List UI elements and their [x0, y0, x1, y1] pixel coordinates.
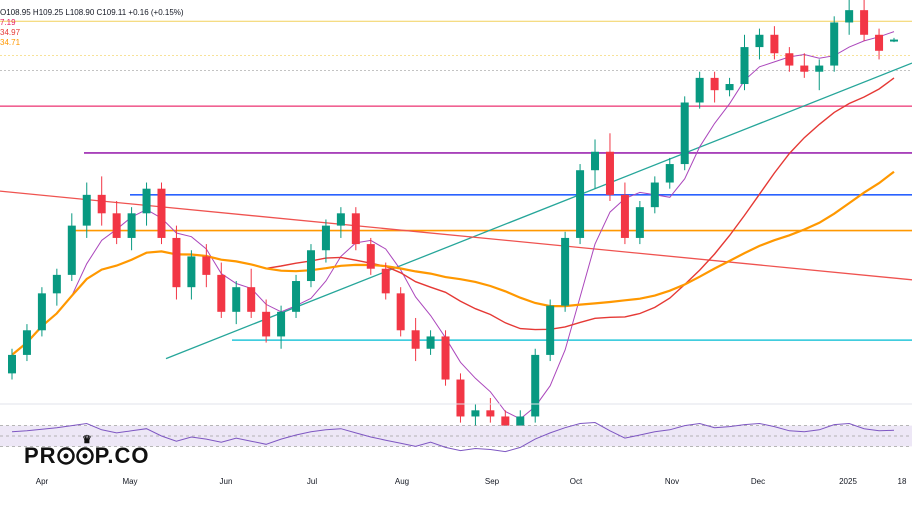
candle-body [127, 213, 136, 238]
candle-body [665, 164, 674, 183]
x-tick-label: Apr [36, 477, 49, 486]
candle-body [456, 379, 465, 417]
candle-body [830, 22, 839, 66]
candle-body [202, 256, 211, 275]
candle-body [142, 188, 151, 214]
watermark-logo: PR P.CO ♛ [24, 434, 150, 469]
candle-body [740, 47, 749, 85]
candle-body [755, 34, 764, 48]
candle-body [710, 77, 719, 91]
candle-body [875, 34, 884, 51]
candle-body [890, 39, 898, 42]
candle-body [860, 10, 869, 35]
candle-body [591, 151, 600, 171]
x-tick-label: Jul [307, 477, 317, 486]
ma-orange-line [11, 170, 895, 356]
x-tick-label: 2025 [839, 477, 857, 486]
ma-value-1: 7.19 [0, 18, 16, 27]
x-tick-label: May [122, 477, 137, 486]
candle-body [770, 34, 779, 54]
candle-body [695, 77, 704, 103]
trendline-falling [0, 190, 912, 281]
chart-legend: O108.95 H109.25 L108.90 C109.11 +0.16 (+… [0, 8, 184, 48]
x-tick-label: Dec [751, 477, 765, 486]
logo-text-right: P.CO [94, 443, 150, 468]
candle-body [680, 102, 689, 165]
candle-body [306, 250, 315, 282]
candle-body [531, 354, 540, 417]
x-tick-label: Jun [220, 477, 233, 486]
candle-body [8, 354, 16, 374]
x-tick-label: Oct [570, 477, 583, 486]
candle-body [351, 213, 360, 245]
candle-body [411, 330, 420, 349]
crown-icon: ♛ [82, 434, 93, 446]
candle-body [576, 170, 585, 238]
candle-body [262, 311, 271, 337]
candle-body [785, 53, 794, 66]
candle-body [546, 305, 555, 355]
candle-body [157, 188, 166, 238]
x-tick-label: Aug [395, 477, 409, 486]
candle-body [561, 237, 570, 306]
candle-body [441, 336, 450, 380]
candle-body [67, 225, 76, 275]
candle-body [321, 225, 330, 251]
candle-body [366, 244, 375, 269]
candle-body [187, 256, 196, 288]
x-tick-label: 18 [898, 477, 907, 486]
ma-red-line [11, 77, 895, 356]
candle-body [277, 311, 286, 337]
candle-body [232, 287, 241, 312]
candle-body [800, 65, 809, 72]
candle-body [486, 410, 495, 417]
owl-eyes-icon [56, 443, 95, 468]
candle-body [620, 194, 629, 238]
candle-body [396, 293, 405, 331]
candle-body [217, 274, 226, 312]
candle-body [650, 182, 659, 208]
candle-body [815, 65, 824, 72]
candle-body [52, 274, 61, 294]
candle-body [471, 410, 480, 417]
candle-body [97, 194, 106, 214]
x-tick-label: Sep [485, 477, 500, 486]
candle-body [725, 84, 734, 91]
candle-body [292, 281, 301, 312]
ma-value-3: 34.71 [0, 38, 21, 47]
candle-body [381, 268, 390, 294]
candle-body [37, 293, 46, 331]
candle-body [22, 330, 31, 355]
candle-body [336, 213, 345, 226]
candle-body [82, 194, 91, 226]
candle-body [635, 207, 644, 238]
x-tick-label: Nov [665, 477, 679, 486]
ma-purple-line [11, 31, 895, 420]
candle-body [172, 237, 181, 288]
rsi-line [11, 421, 895, 453]
ma-value-2: 34.97 [0, 28, 21, 37]
logo-text-left: PR [24, 443, 57, 468]
ohlc-readout: O108.95 H109.25 L108.90 C109.11 +0.16 (+… [0, 8, 184, 17]
candle-body [112, 213, 121, 238]
candle-body [845, 10, 854, 23]
candle-body [426, 336, 435, 349]
trendline-rising [165, 62, 912, 360]
candle-body [605, 151, 614, 195]
candle-body [247, 287, 256, 312]
